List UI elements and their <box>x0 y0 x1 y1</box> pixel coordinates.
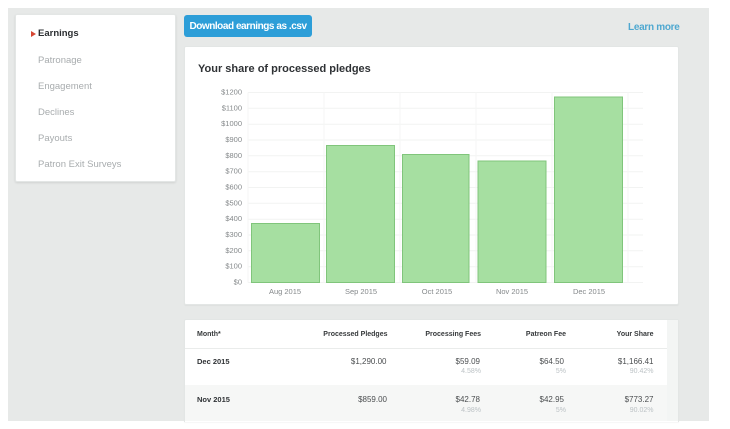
svg-text:Nov 2015: Nov 2015 <box>496 287 528 296</box>
svg-text:Oct 2015: Oct 2015 <box>422 287 452 296</box>
svg-text:$1000: $1000 <box>221 119 242 128</box>
svg-text:$300: $300 <box>225 230 242 239</box>
svg-text:$400: $400 <box>225 214 242 223</box>
svg-text:$700: $700 <box>225 167 242 176</box>
svg-text:$800: $800 <box>225 151 242 160</box>
svg-text:$200: $200 <box>225 246 242 255</box>
svg-text:Aug 2015: Aug 2015 <box>269 287 301 296</box>
svg-text:$1100: $1100 <box>222 103 242 112</box>
svg-text:$1200: $1200 <box>221 88 242 97</box>
svg-text:$500: $500 <box>225 198 242 207</box>
svg-text:Dec 2015: Dec 2015 <box>573 287 605 296</box>
svg-text:$900: $900 <box>225 135 242 144</box>
svg-text:$0: $0 <box>234 278 242 287</box>
svg-text:Sep 2015: Sep 2015 <box>345 287 377 296</box>
svg-text:$100: $100 <box>225 262 242 271</box>
svg-text:$600: $600 <box>225 183 242 192</box>
